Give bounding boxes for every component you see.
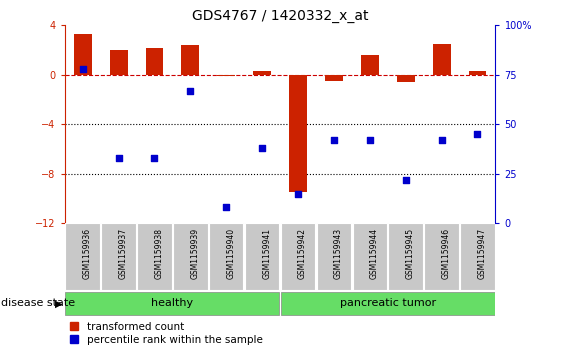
- Bar: [65, 292, 279, 315]
- Bar: [388, 223, 423, 290]
- Text: GSM1159947: GSM1159947: [477, 228, 486, 279]
- Point: [473, 131, 482, 137]
- Text: ▶: ▶: [55, 298, 62, 309]
- Bar: [217, 75, 235, 76]
- Bar: [325, 75, 343, 81]
- Bar: [468, 71, 486, 75]
- Text: pancreatic tumor: pancreatic tumor: [339, 298, 436, 308]
- Bar: [245, 223, 279, 290]
- Text: GSM1159944: GSM1159944: [370, 228, 379, 279]
- Bar: [173, 223, 208, 290]
- Bar: [397, 75, 415, 82]
- Bar: [289, 75, 307, 192]
- Bar: [74, 34, 92, 75]
- Text: healthy: healthy: [151, 298, 194, 308]
- Text: GSM1159945: GSM1159945: [406, 228, 415, 279]
- Point: [78, 66, 87, 72]
- Text: GSM1159939: GSM1159939: [190, 228, 199, 279]
- Point: [329, 137, 338, 143]
- Point: [365, 137, 374, 143]
- Text: GSM1159941: GSM1159941: [262, 228, 271, 279]
- Point: [293, 191, 302, 196]
- Point: [150, 155, 159, 161]
- Bar: [253, 71, 271, 75]
- Bar: [137, 223, 172, 290]
- Text: GSM1159940: GSM1159940: [226, 228, 235, 279]
- Bar: [110, 50, 128, 75]
- Point: [222, 204, 231, 210]
- Bar: [101, 223, 136, 290]
- Point: [114, 155, 123, 161]
- Point: [401, 177, 410, 183]
- Bar: [209, 223, 243, 290]
- Bar: [281, 223, 315, 290]
- Text: GSM1159942: GSM1159942: [298, 228, 307, 279]
- Bar: [425, 223, 459, 290]
- Bar: [281, 292, 495, 315]
- Title: GDS4767 / 1420332_x_at: GDS4767 / 1420332_x_at: [192, 9, 368, 23]
- Text: GSM1159936: GSM1159936: [83, 228, 92, 279]
- Bar: [65, 223, 100, 290]
- Legend: transformed count, percentile rank within the sample: transformed count, percentile rank withi…: [70, 322, 262, 345]
- Point: [186, 88, 195, 94]
- Point: [258, 145, 267, 151]
- Text: GSM1159938: GSM1159938: [154, 228, 163, 279]
- Bar: [352, 223, 387, 290]
- Bar: [145, 48, 163, 75]
- Bar: [317, 223, 351, 290]
- Bar: [181, 45, 199, 75]
- Text: disease state: disease state: [1, 298, 75, 309]
- Point: [437, 137, 446, 143]
- Text: GSM1159937: GSM1159937: [119, 228, 128, 279]
- Text: GSM1159943: GSM1159943: [334, 228, 343, 279]
- Bar: [361, 55, 379, 75]
- Bar: [461, 223, 495, 290]
- Bar: [432, 44, 450, 75]
- Text: GSM1159946: GSM1159946: [441, 228, 450, 279]
